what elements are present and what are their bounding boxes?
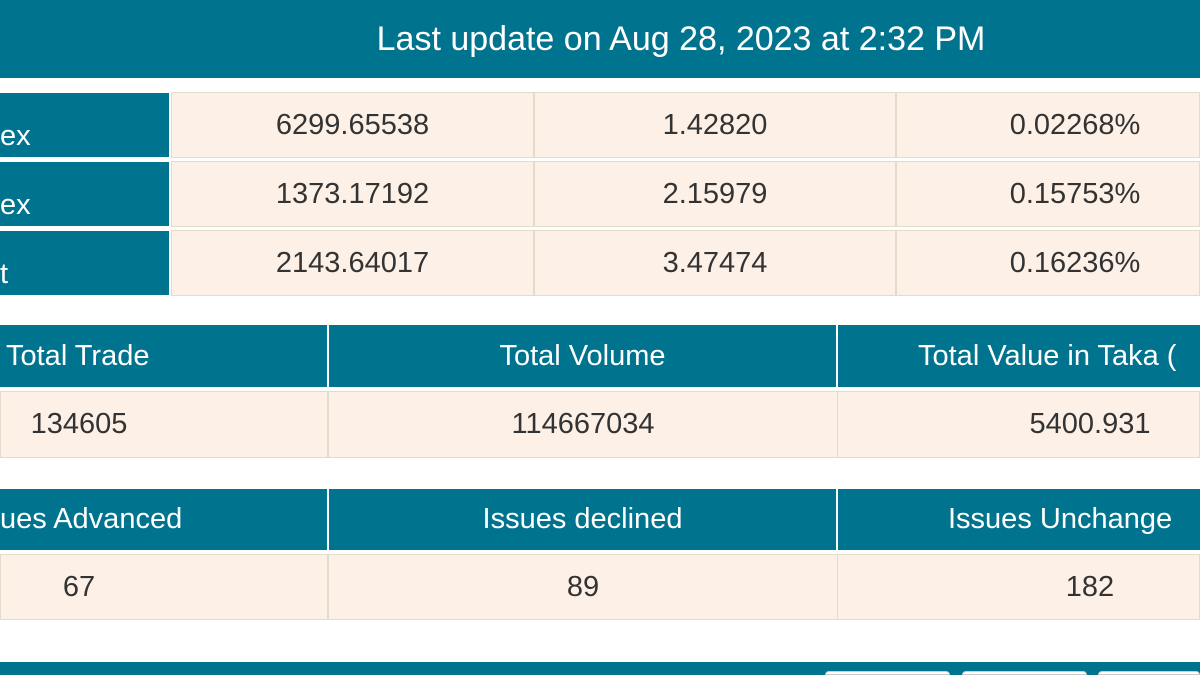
total-volume-value: 114667034 bbox=[328, 391, 838, 458]
index-percent: 0.15753% bbox=[896, 161, 1200, 227]
index-percent: 0.16236% bbox=[896, 230, 1200, 296]
total-trade-header: Total Trade bbox=[0, 325, 327, 387]
index-value: 1373.17192 bbox=[171, 161, 534, 227]
tab-button[interactable] bbox=[1098, 671, 1200, 675]
issues-declined-value: 89 bbox=[328, 554, 838, 620]
index-change: 2.15979 bbox=[534, 161, 896, 227]
tab-button[interactable] bbox=[825, 671, 950, 675]
issues-declined-header: Issues declined bbox=[329, 489, 836, 550]
issues-advanced-header: ues Advanced bbox=[0, 489, 327, 550]
issues-unchanged-header: Issues Unchange bbox=[838, 489, 1200, 550]
index-value: 6299.65538 bbox=[171, 92, 534, 158]
index-label: ex bbox=[0, 93, 169, 157]
index-percent: 0.02268% bbox=[896, 92, 1200, 158]
index-label: ex bbox=[0, 162, 169, 226]
index-value: 2143.64017 bbox=[171, 230, 534, 296]
tab-button[interactable] bbox=[962, 671, 1087, 675]
total-volume-header: Total Volume bbox=[329, 325, 836, 387]
total-value-header: Total Value in Taka ( bbox=[838, 325, 1200, 387]
total-value-value: 5400.931 bbox=[837, 391, 1200, 458]
last-update-header: Last update on Aug 28, 2023 at 2:32 PM bbox=[0, 0, 1200, 78]
index-change: 1.42820 bbox=[534, 92, 896, 158]
issues-unchanged-value: 182 bbox=[837, 554, 1200, 620]
index-label: t bbox=[0, 231, 169, 295]
total-trade-value: 134605 bbox=[0, 391, 328, 458]
issues-advanced-value: 67 bbox=[0, 554, 328, 620]
index-change: 3.47474 bbox=[534, 230, 896, 296]
